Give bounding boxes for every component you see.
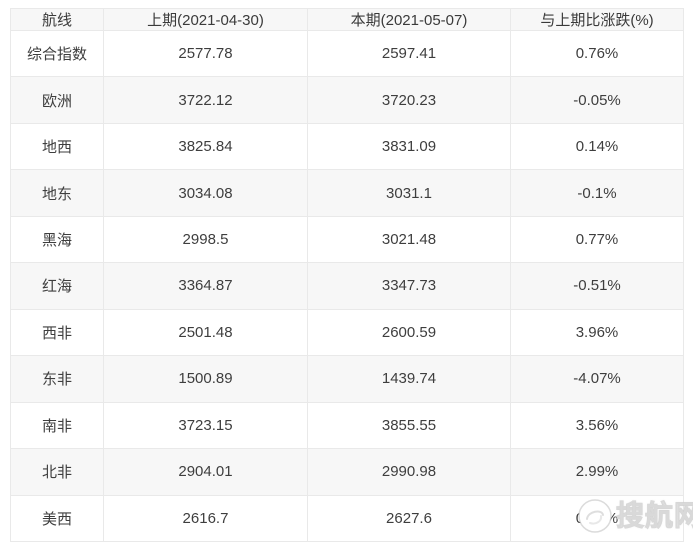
change-cell: -0.05% [510,76,684,124]
column-header-prev-period: 上期(2021-04-30) [103,8,308,31]
table-row: 西非 2501.48 2600.59 3.96% [10,308,684,357]
prev-period-cell: 1500.89 [103,355,308,403]
current-period-cell: 2600.59 [307,308,511,357]
route-cell: 西非 [10,308,104,357]
change-cell: 0.42% [510,494,684,543]
column-header-change: 与上期比涨跌(%) [510,8,684,31]
column-header-current-period: 本期(2021-05-07) [307,8,511,31]
current-period-cell: 2627.6 [307,494,511,543]
current-period-cell: 3031.1 [307,169,511,217]
table-row: 东非 1500.89 1439.74 -4.07% [10,355,684,403]
table-row: 南非 3723.15 3855.55 3.56% [10,401,684,450]
current-period-cell: 1439.74 [307,355,511,403]
change-cell: 3.56% [510,401,684,450]
prev-period-cell: 2616.7 [103,494,308,543]
change-cell: 0.77% [510,215,684,264]
prev-period-cell: 2577.78 [103,29,308,78]
current-period-cell: 2990.98 [307,448,511,496]
change-cell: 3.96% [510,308,684,357]
table-row: 地西 3825.84 3831.09 0.14% [10,122,684,171]
table-row: 美西 2616.7 2627.6 0.42% [10,494,684,543]
route-cell: 地西 [10,122,104,171]
current-period-cell: 2597.41 [307,29,511,78]
prev-period-cell: 3723.15 [103,401,308,450]
prev-period-cell: 2998.5 [103,215,308,264]
prev-period-cell: 3825.84 [103,122,308,171]
prev-period-cell: 3722.12 [103,76,308,124]
table-row: 红海 3364.87 3347.73 -0.51% [10,262,684,310]
prev-period-cell: 3034.08 [103,169,308,217]
current-period-cell: 3855.55 [307,401,511,450]
change-cell: 0.14% [510,122,684,171]
change-cell: -0.51% [510,262,684,310]
current-period-cell: 3720.23 [307,76,511,124]
change-cell: 0.76% [510,29,684,78]
column-header-route: 航线 [10,8,104,31]
prev-period-cell: 3364.87 [103,262,308,310]
route-cell: 综合指数 [10,29,104,78]
table-header-row: 航线 上期(2021-04-30) 本期(2021-05-07) 与上期比涨跌(… [10,8,684,31]
route-cell: 红海 [10,262,104,310]
route-cell: 地东 [10,169,104,217]
route-cell: 黑海 [10,215,104,264]
prev-period-cell: 2501.48 [103,308,308,357]
route-cell: 美西 [10,494,104,543]
table-row: 北非 2904.01 2990.98 2.99% [10,448,684,496]
route-cell: 南非 [10,401,104,450]
change-cell: -4.07% [510,355,684,403]
current-period-cell: 3021.48 [307,215,511,264]
table-row: 黑海 2998.5 3021.48 0.77% [10,215,684,264]
route-cell: 北非 [10,448,104,496]
table-row: 地东 3034.08 3031.1 -0.1% [10,169,684,217]
current-period-cell: 3347.73 [307,262,511,310]
table-row: 综合指数 2577.78 2597.41 0.76% [10,29,684,78]
change-cell: -0.1% [510,169,684,217]
prev-period-cell: 2904.01 [103,448,308,496]
route-cell: 东非 [10,355,104,403]
freight-index-table: 航线 上期(2021-04-30) 本期(2021-05-07) 与上期比涨跌(… [10,8,684,543]
table-row: 欧洲 3722.12 3720.23 -0.05% [10,76,684,124]
route-cell: 欧洲 [10,76,104,124]
current-period-cell: 3831.09 [307,122,511,171]
change-cell: 2.99% [510,448,684,496]
